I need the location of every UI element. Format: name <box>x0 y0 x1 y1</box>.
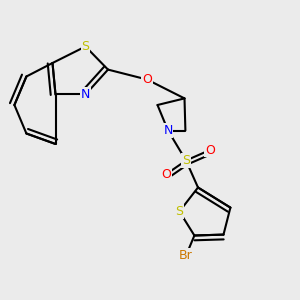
Text: N: N <box>81 88 90 101</box>
Text: N: N <box>163 124 173 137</box>
Text: O: O <box>142 73 152 86</box>
Text: S: S <box>176 205 183 218</box>
Text: S: S <box>82 40 89 53</box>
Text: O: O <box>205 143 215 157</box>
Text: S: S <box>182 154 190 167</box>
Text: O: O <box>162 167 171 181</box>
Text: Br: Br <box>179 249 193 262</box>
